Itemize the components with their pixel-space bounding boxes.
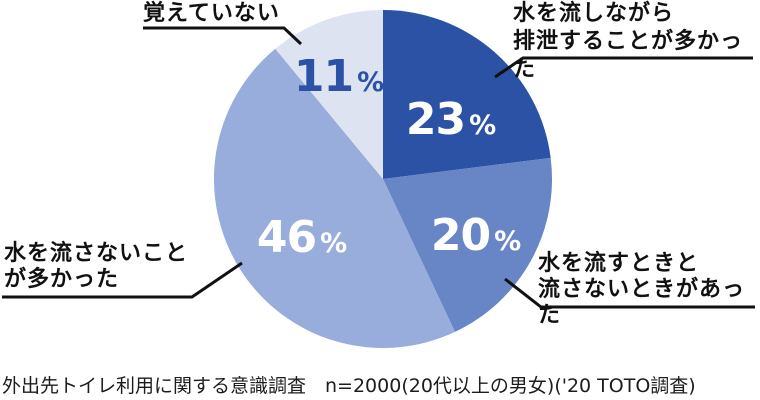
percent-sign: % (357, 67, 385, 98)
pie-slice-11pct (275, 10, 383, 179)
source-note: 外出先トイレ利用に関する意識調査 n=2000(20代以上の男女)('20 TO… (2, 375, 696, 397)
value-label-no-flush: 46% (257, 216, 347, 260)
percent-sign: % (320, 228, 348, 259)
pie-slice-46pct (213, 48, 455, 349)
leader-line-sometimes (504, 277, 755, 309)
percent-sign: % (494, 226, 522, 257)
value-number: 20 (430, 210, 491, 261)
callout-sometimes: 水を流すときと 流さないときがあった (538, 251, 746, 328)
percent-sign: % (469, 110, 497, 141)
value-label-dont-remember: 11% (294, 55, 384, 99)
callout-no-flush: 水を流さないこと が多かった (4, 241, 189, 292)
callout-dont-remember: 覚えていない (143, 1, 280, 26)
pie-slice-23pct (383, 10, 551, 179)
leader-line-flush-while (494, 56, 753, 79)
value-number: 11 (293, 51, 354, 102)
leader-line-no-flush (2, 261, 243, 299)
leader-line-dont-remember (143, 26, 303, 46)
pie-slice-20pct (383, 157, 553, 332)
value-number: 23 (405, 94, 466, 145)
value-label-sometimes: 20% (431, 214, 521, 258)
callout-flush-while: 水を流しながら 排泄することが多かった (513, 1, 744, 82)
pie-slices (213, 10, 553, 349)
value-number: 46 (256, 212, 317, 263)
value-label-flush-while: 23% (406, 98, 496, 142)
